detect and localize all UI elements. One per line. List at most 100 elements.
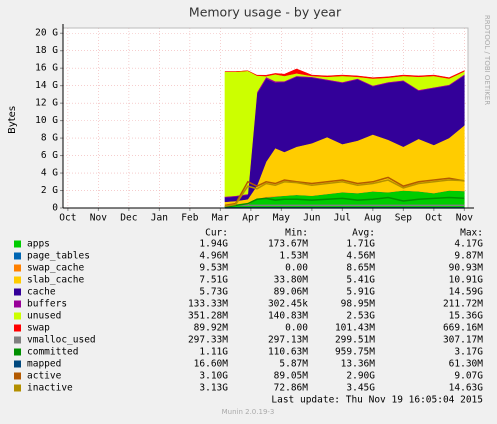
- y-tick-label: 6 G: [41, 150, 58, 161]
- y-tick-label: 4 G: [41, 168, 58, 179]
- legend-swatch: [14, 384, 21, 392]
- y-tick-label: 2 G: [41, 185, 58, 196]
- legend-stat: 1.53M: [279, 251, 308, 262]
- legend-header: Avg:: [352, 228, 375, 239]
- x-tick-label: Oct: [59, 213, 76, 224]
- x-tick-label: May: [273, 213, 290, 224]
- legend-swatch: [14, 324, 21, 332]
- legend-stat: 297.33M: [188, 335, 228, 346]
- legend-stat: 3.10G: [199, 371, 228, 382]
- legend-stat: 2.90G: [346, 371, 375, 382]
- legend-label: committed: [27, 347, 78, 358]
- legend-label: mapped: [27, 359, 61, 370]
- x-tick-label: Aug: [364, 213, 381, 224]
- legend-stat: 110.63M: [268, 347, 308, 358]
- legend-stat: 299.51M: [335, 335, 375, 346]
- legend-stat: 140.83M: [268, 311, 308, 322]
- legend-stat: 89.92M: [194, 323, 229, 334]
- x-tick-label: Nov: [90, 213, 107, 224]
- legend-label: slab_cache: [27, 275, 84, 286]
- x-tick-label: Jun: [303, 213, 320, 224]
- legend-stat: 72.86M: [274, 383, 309, 394]
- legend-label: swap_cache: [27, 263, 84, 274]
- legend-stat: 61.30M: [449, 359, 484, 370]
- legend-stat: 14.59G: [449, 287, 484, 298]
- x-tick-label: Oct: [425, 213, 442, 224]
- legend-stat: 4.56M: [346, 251, 375, 262]
- x-tick-label: Feb: [181, 213, 198, 224]
- legend-stat: 9.07G: [454, 371, 483, 382]
- legend-label: cache: [27, 287, 56, 298]
- x-tick-label: Jan: [151, 213, 168, 224]
- legend-swatch: [14, 288, 21, 296]
- x-tick-label: Nov: [456, 213, 473, 224]
- legend-stat: 669.16M: [443, 323, 483, 334]
- legend-label: buffers: [27, 299, 67, 310]
- y-tick-label: 18 G: [35, 45, 58, 56]
- y-axis-label: Bytes: [7, 106, 18, 134]
- x-tick-label: Jul: [334, 213, 351, 224]
- legend-swatch: [14, 336, 21, 344]
- x-tick-label: Dec: [120, 213, 137, 224]
- legend-stat: 351.28M: [188, 311, 228, 322]
- legend-stat: 1.71G: [346, 239, 375, 250]
- line: [224, 196, 465, 208]
- legend-header: Cur:: [205, 228, 228, 239]
- legend-stat: 959.75M: [335, 347, 375, 358]
- legend-stat: 13.36M: [341, 359, 376, 370]
- side-note: RRDTOOL / TOBI OETIKER: [483, 15, 491, 105]
- y-tick-label: 14 G: [35, 80, 58, 91]
- legend-stat: 0.00: [285, 323, 308, 334]
- legend-stat: 297.13M: [268, 335, 308, 346]
- legend-stat: 4.96M: [199, 251, 228, 262]
- legend-label: active: [27, 371, 62, 382]
- legend-stat: 3.17G: [454, 347, 483, 358]
- legend-stat: 5.91G: [346, 287, 375, 298]
- y-tick-label: 20 G: [35, 28, 58, 39]
- legend-label: vmalloc_used: [27, 335, 96, 346]
- legend-stat: 98.95M: [341, 299, 376, 310]
- legend-swatch: [14, 360, 21, 368]
- legend-stat: 1.94G: [199, 239, 228, 250]
- legend-stat: 307.17M: [443, 335, 483, 346]
- legend-swatch: [14, 300, 21, 308]
- legend-label: page_tables: [27, 251, 90, 262]
- legend-stat: 302.45k: [268, 299, 308, 310]
- footer: Munin 2.0.19-3: [222, 408, 275, 416]
- legend-header: Min:: [285, 228, 308, 239]
- legend-stat: 9.87M: [454, 251, 483, 262]
- y-tick-label: 16 G: [35, 63, 58, 74]
- y-tick-label: 0: [52, 203, 58, 214]
- last-update: Last update: Thu Nov 19 16:05:04 2015: [271, 395, 483, 406]
- line: [224, 179, 465, 207]
- legend-stat: 33.80M: [274, 275, 309, 286]
- legend-swatch: [14, 252, 21, 260]
- legend-swatch: [14, 348, 21, 356]
- legend-label: inactive: [27, 383, 73, 394]
- legend-stat: 133.33M: [188, 299, 228, 310]
- legend-stat: 3.45G: [346, 383, 375, 394]
- x-tick-label: Apr: [242, 213, 259, 224]
- legend-stat: 89.06M: [274, 287, 309, 298]
- legend-stat: 0.00: [285, 263, 308, 274]
- x-tick-label: Sep: [395, 213, 412, 224]
- legend-swatch: [14, 276, 21, 284]
- y-tick-label: 10 G: [35, 115, 58, 126]
- legend-stat: 2.53G: [346, 311, 375, 322]
- legend-label: unused: [27, 311, 61, 322]
- legend-stat: 8.65M: [346, 263, 375, 274]
- legend-stat: 1.11G: [199, 347, 228, 358]
- legend-label: swap: [27, 323, 50, 334]
- legend-swatch: [14, 372, 21, 380]
- legend-stat: 3.13G: [199, 383, 228, 394]
- legend-stat: 90.93M: [449, 263, 484, 274]
- legend-swatch: [14, 240, 21, 248]
- legend-stat: 9.53M: [199, 263, 228, 274]
- legend-swatch: [14, 312, 21, 320]
- legend-stat: 4.17G: [454, 239, 483, 250]
- area: [224, 68, 465, 79]
- y-tick-label: 12 G: [35, 98, 58, 109]
- legend-swatch: [14, 264, 21, 272]
- legend-label: apps: [27, 239, 50, 250]
- legend-stat: 10.91G: [449, 275, 484, 286]
